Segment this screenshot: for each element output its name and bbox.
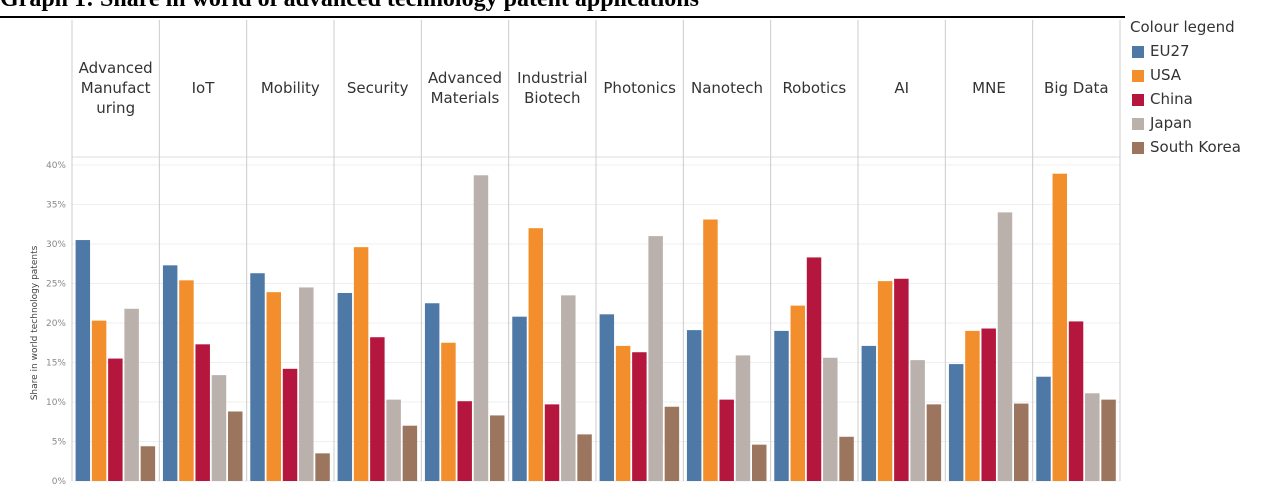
bar [577, 434, 592, 481]
category-label: Mobility [260, 78, 320, 97]
legend-title: Colour legend [1130, 18, 1235, 36]
bar [195, 344, 210, 481]
legend-label: USA [1150, 66, 1182, 84]
bar [424, 303, 440, 481]
legend-label: South Korea [1150, 138, 1241, 156]
bar [179, 280, 194, 481]
category-label: AI [894, 78, 909, 97]
bar [75, 240, 91, 481]
bar [1101, 399, 1116, 481]
legend-label: EU27 [1150, 42, 1190, 60]
title-rule [0, 16, 1125, 18]
bar [823, 357, 838, 481]
bar [512, 316, 527, 481]
bar [1052, 173, 1067, 481]
bar [948, 364, 964, 481]
category-label: Security [346, 78, 409, 97]
bar [544, 404, 560, 481]
legend-label: China [1150, 90, 1193, 108]
y-tick-label: 0% [52, 477, 67, 487]
bar [108, 358, 123, 481]
y-tick-label: 5% [52, 438, 67, 448]
bar [402, 425, 418, 481]
bar [250, 273, 265, 481]
bar [703, 219, 718, 481]
y-axis-title: Share in world technology patents [30, 245, 40, 400]
bar [894, 278, 909, 481]
bar [752, 444, 767, 481]
legend-swatch [1132, 118, 1144, 130]
category-label: IoT [191, 78, 215, 97]
y-tick-label: 15% [46, 359, 66, 369]
bar [353, 247, 369, 481]
bar [615, 345, 631, 481]
bar [140, 446, 156, 481]
bar [441, 342, 456, 481]
category-label: Robotics [782, 78, 847, 97]
bar [877, 281, 893, 481]
bar [806, 257, 822, 481]
category-label: Photonics [603, 78, 676, 97]
chart-title: Graph 1: Share in world of advanced tech… [0, 0, 699, 13]
bar [337, 292, 353, 481]
bar [490, 415, 505, 481]
legend-swatch [1132, 94, 1144, 106]
bar [664, 406, 680, 481]
y-tick-label: 10% [46, 398, 66, 408]
legend-swatch [1132, 46, 1144, 58]
bar [162, 265, 178, 481]
category-label: MNE [972, 78, 1006, 97]
bar [299, 287, 314, 481]
bar [686, 330, 702, 481]
bar [315, 453, 330, 481]
bar [561, 295, 576, 481]
bar [981, 328, 996, 481]
bar [926, 404, 942, 481]
legend-label: Japan [1150, 114, 1192, 132]
bar [1068, 321, 1084, 481]
y-tick-label: 30% [46, 240, 66, 250]
y-tick-label: 35% [46, 201, 66, 211]
y-tick-label: 40% [46, 161, 66, 171]
bar [1014, 403, 1029, 481]
bar [266, 292, 281, 481]
bar [282, 368, 298, 481]
bar [228, 411, 243, 481]
bar [386, 399, 401, 481]
bar [124, 308, 139, 481]
bar [599, 314, 615, 481]
bar [528, 228, 543, 481]
category-label: Advanced Manufact uring [78, 58, 153, 117]
bar [790, 305, 805, 481]
bar [774, 330, 789, 481]
bar [997, 212, 1013, 481]
bar [473, 175, 489, 481]
bar [1085, 393, 1100, 481]
bar [735, 355, 751, 481]
bar [211, 375, 227, 481]
bar [839, 436, 854, 481]
y-tick-label: 25% [46, 280, 66, 290]
y-tick-label: 20% [46, 319, 66, 329]
category-label: Advanced Materials [427, 68, 503, 107]
legend-swatch [1132, 70, 1144, 82]
bar [719, 399, 734, 481]
bar [648, 236, 663, 481]
bar [965, 330, 980, 481]
bar [1036, 376, 1051, 481]
category-label: Industrial Biotech [517, 68, 588, 107]
bar [370, 337, 385, 481]
category-label: Big Data [1044, 78, 1109, 97]
bar [91, 320, 107, 481]
bar [632, 352, 647, 481]
category-label: Nanotech [691, 78, 763, 97]
bar [910, 360, 925, 481]
bar [861, 345, 877, 481]
bar [457, 401, 472, 481]
legend-swatch [1132, 142, 1144, 154]
